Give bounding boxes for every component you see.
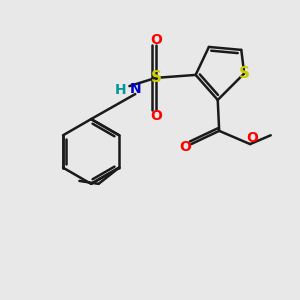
- Text: N: N: [130, 82, 141, 96]
- Text: S: S: [239, 66, 250, 81]
- Text: O: O: [150, 33, 162, 47]
- Text: H: H: [115, 82, 126, 97]
- Text: O: O: [150, 109, 162, 122]
- Text: O: O: [179, 140, 191, 154]
- Text: O: O: [246, 131, 258, 145]
- Text: S: S: [150, 70, 161, 86]
